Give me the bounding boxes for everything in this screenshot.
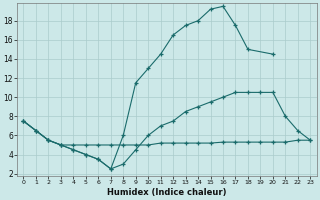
X-axis label: Humidex (Indice chaleur): Humidex (Indice chaleur)	[107, 188, 227, 197]
